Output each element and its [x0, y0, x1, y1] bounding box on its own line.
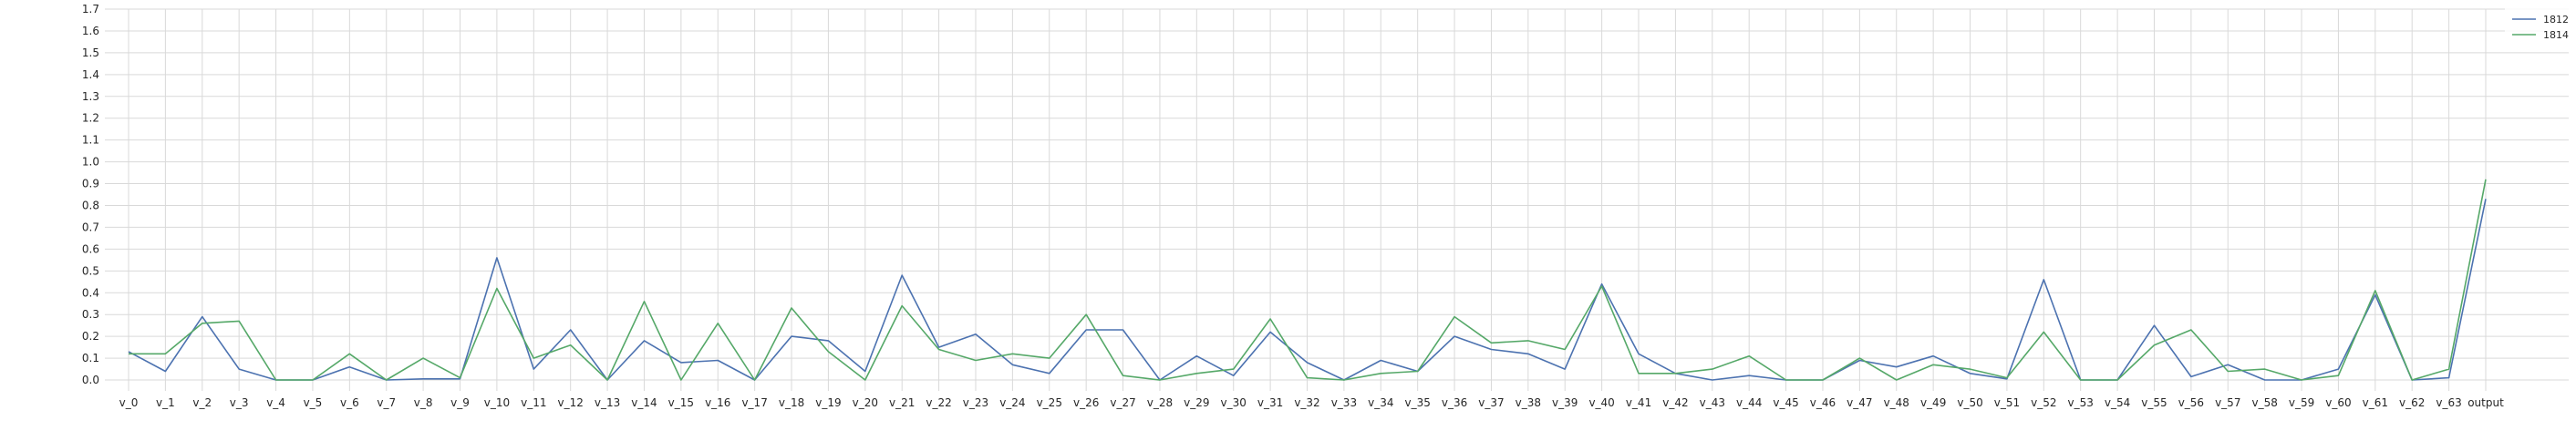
- x-tick-label: v_57: [2215, 396, 2240, 409]
- x-tick-label: v_52: [2031, 396, 2056, 409]
- x-tick-label: v_45: [1773, 396, 1798, 409]
- x-tick-label: v_61: [2363, 396, 2388, 409]
- x-tick-label: v_56: [2178, 396, 2204, 409]
- x-tick-label: v_15: [668, 396, 694, 409]
- legend-label-1812: 1812: [2543, 14, 2569, 26]
- x-tick-label: v_2: [192, 396, 212, 409]
- x-tick-label: v_16: [705, 396, 730, 409]
- x-tick-label: v_27: [1110, 396, 1135, 409]
- x-tick-label: v_47: [1847, 396, 1872, 409]
- x-tick-label: v_31: [1257, 396, 1283, 409]
- y-tick-label: 1.4: [82, 68, 99, 81]
- x-tick-label: v_1: [156, 396, 175, 409]
- x-tick-label: v_30: [1221, 396, 1247, 409]
- y-tick-label: 0.7: [82, 221, 99, 233]
- x-tick-label: v_36: [1442, 396, 1467, 409]
- x-tick-label: v_33: [1331, 396, 1357, 409]
- x-tick-label: v_20: [853, 396, 878, 409]
- y-tick-label: 0.3: [82, 308, 99, 321]
- x-tick-label: v_46: [1810, 396, 1836, 409]
- x-tick-label: v_18: [779, 396, 804, 409]
- y-tick-label: 1.6: [82, 25, 99, 37]
- x-tick-label: v_58: [2251, 396, 2277, 409]
- x-tick-label: v_48: [1884, 396, 1909, 409]
- x-tick-label: v_29: [1184, 396, 1209, 409]
- y-tick-label: 0.9: [82, 178, 99, 190]
- y-tick-label: 0.6: [82, 242, 99, 255]
- x-tick-label: v_62: [2399, 396, 2425, 409]
- x-tick-label: v_8: [414, 396, 433, 409]
- y-tick-label: 0.1: [82, 352, 99, 364]
- y-tick-label: 1.0: [82, 156, 99, 169]
- x-tick-label: v_26: [1073, 396, 1099, 409]
- y-tick-label: 1.3: [82, 90, 99, 103]
- x-tick-label: v_49: [1920, 396, 1946, 409]
- x-tick-label: v_10: [484, 396, 510, 409]
- x-tick-label: v_50: [1957, 396, 1982, 409]
- x-tick-label: v_38: [1516, 396, 1541, 409]
- x-tick-label: v_21: [889, 396, 915, 409]
- x-tick-label: v_42: [1662, 396, 1688, 409]
- x-tick-label: v_35: [1404, 396, 1430, 409]
- x-tick-label: v_3: [230, 396, 249, 409]
- x-tick-label: v_53: [2068, 396, 2094, 409]
- x-tick-label: v_40: [1588, 396, 1614, 409]
- x-tick-label: v_0: [119, 396, 139, 409]
- x-tick-label: v_12: [558, 396, 584, 409]
- x-tick-label: v_24: [999, 396, 1025, 409]
- y-tick-label: 0.0: [82, 374, 99, 386]
- x-tick-label: v_4: [266, 396, 285, 409]
- x-tick-label: v_6: [340, 396, 359, 409]
- x-tick-label: v_32: [1294, 396, 1319, 409]
- x-tick-label: v_44: [1736, 396, 1762, 409]
- x-tick-label: v_23: [963, 396, 988, 409]
- y-tick-label: 1.7: [82, 3, 99, 15]
- x-tick-label: v_22: [926, 396, 951, 409]
- y-axis: 0.0 0.1 0.2 0.3 0.4 0.5 0.6 0.7 0.8 0.9 1.0 1.1 1.2 1…: [82, 3, 99, 386]
- y-tick-label: 0.8: [82, 199, 99, 211]
- x-tick-label: v_37: [1478, 396, 1504, 409]
- x-tick-label: v_25: [1037, 396, 1062, 409]
- legend: 1812 1814: [2505, 7, 2569, 44]
- y-tick-label: 0.4: [82, 286, 99, 299]
- x-tick-label: v_55: [2141, 396, 2167, 409]
- x-tick-label: v_13: [595, 396, 620, 409]
- x-tick-label: v_63: [2436, 396, 2461, 409]
- y-tick-label: 0.2: [82, 330, 99, 343]
- x-tick-label: v_28: [1147, 396, 1173, 409]
- x-tick-label: v_34: [1368, 396, 1393, 409]
- y-tick-label: 1.5: [82, 46, 99, 59]
- x-tick-label: v_17: [741, 396, 767, 409]
- y-tick-label: 1.1: [82, 134, 99, 147]
- x-tick-label: v_60: [2325, 396, 2351, 409]
- y-tick-label: 1.2: [82, 112, 99, 125]
- x-tick-label: v_19: [815, 396, 841, 409]
- x-tick-label: v_39: [1552, 396, 1578, 409]
- x-tick-label: v_43: [1700, 396, 1725, 409]
- x-tick-label: v_54: [2105, 396, 2130, 409]
- legend-label-1814: 1814: [2543, 29, 2569, 41]
- x-tick-label: v_41: [1626, 396, 1651, 409]
- x-tick-label: v_9: [450, 396, 470, 409]
- x-tick-label: output: [2467, 396, 2504, 409]
- y-tick-label: 0.5: [82, 264, 99, 277]
- x-tick-label: v_59: [2289, 396, 2314, 409]
- x-tick-label: v_7: [377, 396, 396, 409]
- x-axis: v_0 v_1 v_2 v_3 v_4 v_5 v_6 v_7 v_8 v_9 v_10 v_11 v_…: [119, 396, 2504, 409]
- x-tick-label: v_51: [1994, 396, 2020, 409]
- x-tick-label: v_11: [521, 396, 546, 409]
- x-tick-label: v_14: [631, 396, 657, 409]
- x-tick-label: v_5: [304, 396, 323, 409]
